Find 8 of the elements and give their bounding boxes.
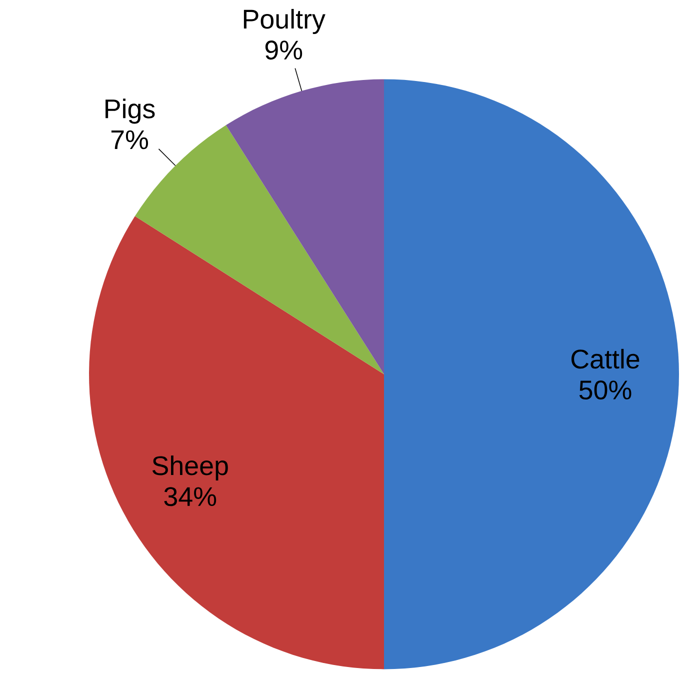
data-label: 50% xyxy=(579,380,632,400)
data-label: 34% xyxy=(164,486,216,506)
data-label: 9% xyxy=(265,40,302,60)
slice-label: Pigs xyxy=(106,98,155,124)
slice-label: Cattle xyxy=(571,348,640,369)
data-label: 7% xyxy=(111,130,148,150)
slice-label: Poultry xyxy=(244,8,326,34)
slice-label: Sheep xyxy=(152,455,228,480)
